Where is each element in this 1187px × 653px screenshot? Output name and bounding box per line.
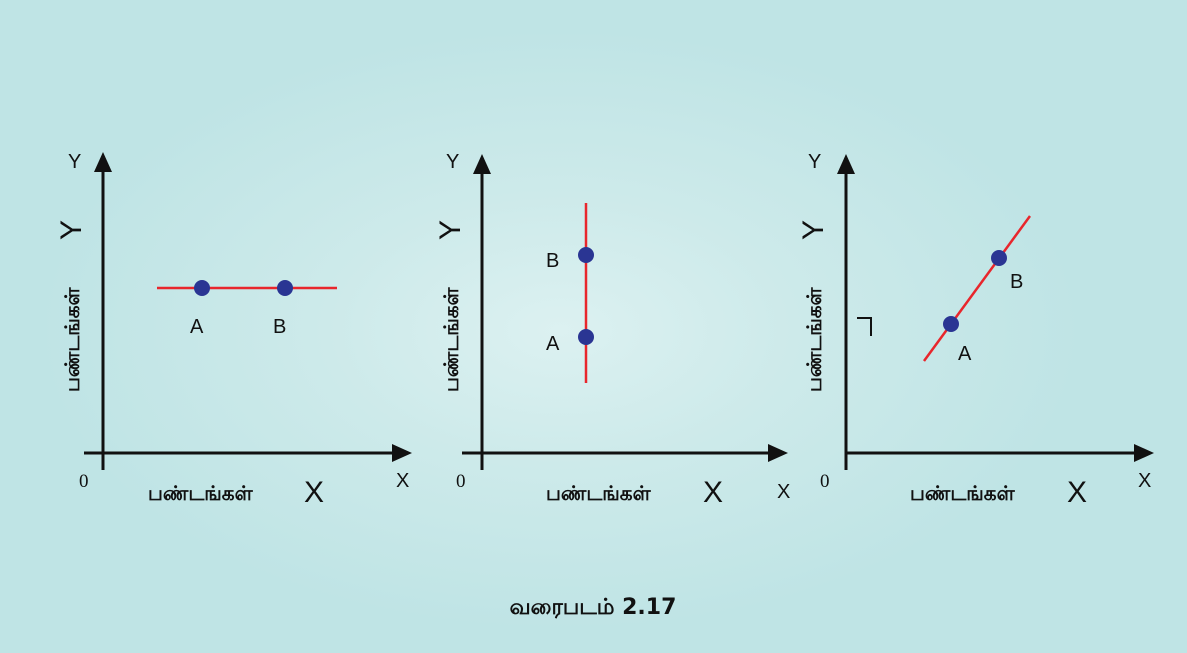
origin-label: 0 xyxy=(456,471,466,492)
y-axis-arrow xyxy=(837,154,855,174)
point-b xyxy=(277,280,293,296)
panel-upward-slope: Y X 0 பண்டங்கள் X பண்டங்கள் Y A B xyxy=(797,151,1154,509)
point-b-label: B xyxy=(1010,271,1023,293)
point-a-label: A xyxy=(546,333,560,355)
y-axis-letter: Y xyxy=(797,220,830,240)
x-axis-end-label: X xyxy=(396,470,409,492)
upward-sloping-line xyxy=(922,215,1032,362)
origin-label: 0 xyxy=(79,471,89,492)
x-axis-end-label: X xyxy=(1138,470,1151,492)
x-axis-letter: X xyxy=(1067,476,1087,509)
x-axis-label: பண்டங்கள் xyxy=(546,481,652,505)
point-a xyxy=(943,316,959,332)
y-axis-end-label: Y xyxy=(446,151,459,173)
y-axis-end-label: Y xyxy=(808,151,821,173)
y-axis-end-label: Y xyxy=(68,151,81,173)
y-axis-letter: Y xyxy=(434,220,467,240)
y-axis-label: பண்டங்கள் xyxy=(60,286,84,392)
point-a-label: A xyxy=(190,316,204,338)
point-a xyxy=(194,280,210,296)
x-axis-arrow xyxy=(1134,444,1154,462)
point-b-label: B xyxy=(546,250,559,272)
y-axis-label: பண்டங்கள் xyxy=(802,286,826,392)
panel-vertical: Y X 0 பண்டங்கள் X பண்டங்கள் Y B A xyxy=(434,151,790,509)
x-axis-arrow xyxy=(392,444,412,462)
x-axis-letter: X xyxy=(304,476,324,509)
x-axis-label: பண்டங்கள் xyxy=(148,481,254,505)
x-axis-arrow xyxy=(768,444,788,462)
y-axis-label: பண்டங்கள் xyxy=(439,286,463,392)
point-b-label: B xyxy=(273,316,286,338)
x-axis-label: பண்டங்கள் xyxy=(910,481,1016,505)
point-b xyxy=(578,247,594,263)
origin-label: 0 xyxy=(820,471,830,492)
panel-horizontal: Y X 0 பண்டங்கள் X பண்டங்கள் Y A B xyxy=(55,151,412,509)
y-axis-letter: Y xyxy=(55,220,88,240)
x-axis-end-label: X xyxy=(777,481,790,503)
y-axis-arrow xyxy=(473,154,491,174)
figure-caption: வரைபடம் 2.17 xyxy=(510,595,677,620)
point-a-label: A xyxy=(958,343,972,365)
x-axis-letter: X xyxy=(703,476,723,509)
y-axis-arrow xyxy=(94,152,112,172)
point-b xyxy=(991,250,1007,266)
point-a xyxy=(578,329,594,345)
corner-mark xyxy=(857,317,872,336)
